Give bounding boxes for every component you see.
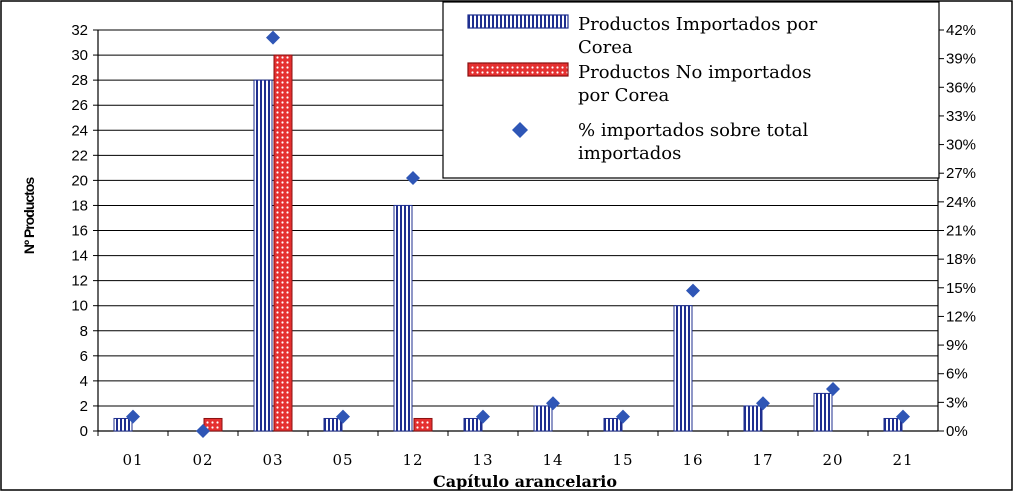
right-tick-label: 33% [946, 108, 976, 125]
left-tick-label: 2 [80, 398, 88, 415]
marker-percent [896, 409, 910, 424]
right-tick-label: 21% [946, 223, 976, 240]
markers [126, 30, 910, 438]
bars [113, 54, 903, 432]
right-tick-label: 30% [946, 137, 976, 154]
bar-importados [533, 405, 553, 432]
x-tick-label: 15 [612, 451, 633, 469]
bar-importados [463, 417, 483, 432]
marker-percent [406, 170, 420, 185]
marker-percent [336, 409, 350, 424]
marker-percent [686, 283, 700, 298]
left-tick-label: 32 [71, 22, 88, 39]
left-tick-label: 22 [71, 147, 88, 164]
x-tick-label: 17 [752, 451, 773, 469]
x-tick-label: 14 [542, 451, 563, 469]
x-tick-label: 01 [122, 451, 143, 469]
bar-no-importados [413, 417, 433, 432]
legend-box [442, 1, 940, 179]
x-tick-label: 16 [682, 451, 703, 469]
legend-label: % importados sobre total [578, 120, 809, 141]
x-tick-label: 02 [192, 451, 213, 469]
legend-label: Corea [578, 37, 633, 58]
right-tick-label: 39% [946, 51, 976, 68]
legend-swatch [467, 62, 569, 77]
legend-label: por Corea [578, 85, 670, 106]
legend-swatch [467, 14, 569, 29]
left-tick-label: 0 [80, 423, 88, 440]
right-tick-label: 6% [946, 366, 968, 383]
left-tick-label: 16 [71, 223, 88, 240]
right-tick-label: 27% [946, 165, 976, 182]
marker-percent [196, 424, 210, 438]
left-tick-label: 8 [80, 323, 88, 340]
right-tick-label: 0% [946, 423, 968, 440]
legend-label: Productos No importados [578, 62, 811, 83]
bar-importados [603, 417, 623, 432]
bar-importados [393, 204, 413, 432]
x-tick-label: 03 [262, 451, 283, 469]
x-tick-label: 05 [332, 451, 353, 469]
marker-percent [266, 30, 280, 45]
bar-no-importados [203, 417, 223, 432]
right-axis-ticks: 0% 3% 6% 9% 12% 15% 18% 21% 24% 27% 30% 33% 36% 39% 42… [938, 22, 976, 440]
left-tick-label: 4 [80, 373, 88, 390]
gridlines [98, 29, 938, 407]
legend-label: Productos Importados por [578, 14, 818, 35]
x-axis-ticks: 01 02 03 05 12 13 14 15 16 17 20 21 [97, 431, 913, 469]
x-tick-label: 13 [472, 451, 493, 469]
left-tick-label: 26 [71, 97, 88, 114]
bar-no-importados [273, 54, 293, 432]
legend-swatch [512, 122, 528, 138]
left-tick-label: 12 [71, 273, 88, 290]
left-tick-label: 6 [80, 348, 88, 365]
x-axis-title: Capítulo arancelario [433, 472, 617, 491]
right-tick-label: 18% [946, 251, 976, 268]
marker-percent [756, 396, 770, 411]
bar-importados [113, 417, 133, 432]
bar-importados [253, 79, 273, 432]
left-tick-label: 10 [71, 298, 88, 315]
left-tick-label: 30 [71, 47, 88, 64]
marker-percent [546, 396, 560, 411]
left-tick-label: 14 [71, 248, 88, 265]
marker-percent [476, 409, 490, 424]
legend-label: importados [578, 143, 681, 164]
bar-importados [323, 417, 343, 432]
left-tick-label: 24 [71, 122, 88, 139]
marker-percent [126, 409, 140, 424]
right-tick-label: 12% [946, 308, 976, 325]
right-tick-label: 24% [946, 194, 976, 211]
bar-importados [673, 305, 693, 432]
y-axis-title: Nº Productos [21, 177, 37, 255]
bar-importados [883, 417, 903, 432]
marker-percent [616, 409, 630, 424]
marker-percent [826, 381, 840, 396]
x-tick-label: 20 [822, 451, 843, 469]
right-tick-label: 15% [946, 280, 976, 297]
x-tick-label: 21 [892, 451, 913, 469]
right-tick-label: 9% [946, 337, 968, 354]
right-tick-label: 42% [946, 22, 976, 39]
bar-importados [813, 392, 833, 432]
bar-importados [743, 405, 763, 432]
right-tick-label: 36% [946, 79, 976, 96]
left-tick-label: 18 [71, 197, 88, 214]
right-tick-label: 3% [946, 394, 968, 411]
left-tick-label: 20 [71, 172, 88, 189]
left-tick-label: 28 [71, 72, 88, 89]
x-tick-label: 12 [402, 451, 423, 469]
